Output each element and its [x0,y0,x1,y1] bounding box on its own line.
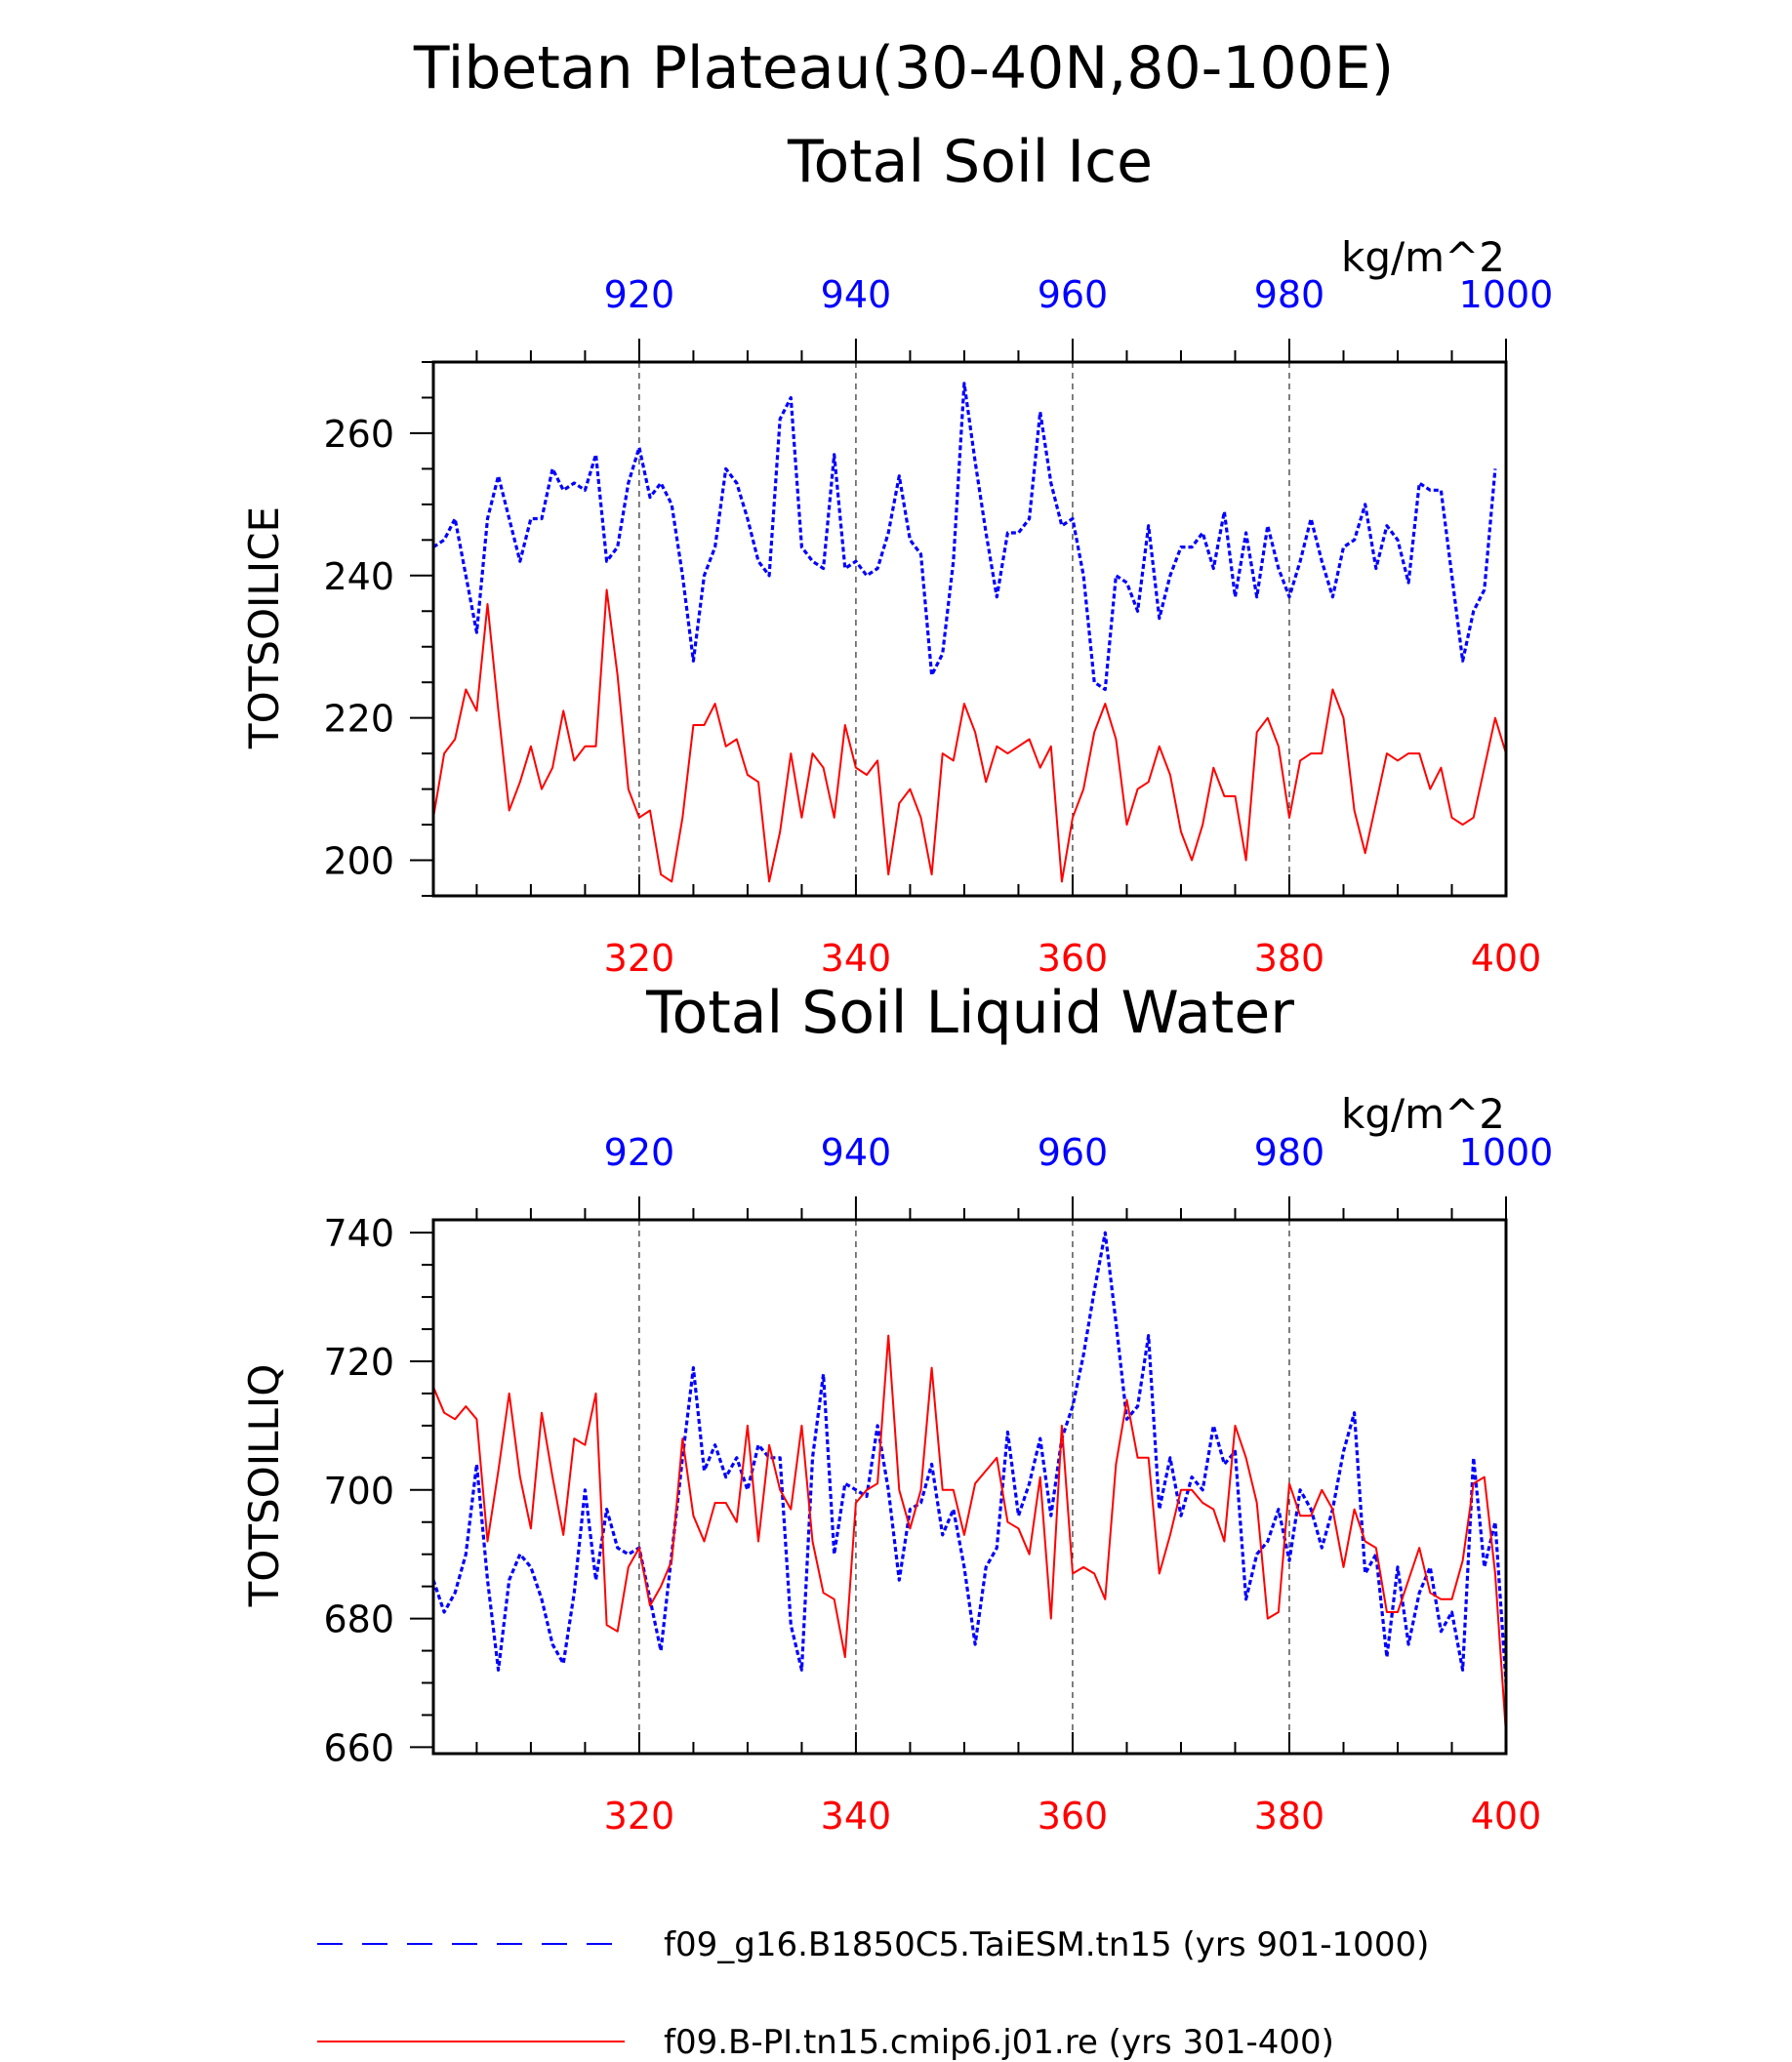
x-bottom-tick-label: 400 [1471,1795,1542,1838]
x-bottom-tick-labels: 320 340 360 380 400 [604,1795,1542,1838]
y-tick-label: 740 [323,1212,394,1255]
x-bottom-tick-label: 340 [821,1795,892,1838]
axis-ticks [410,339,1507,897]
series-line-red [432,1334,1507,1735]
y-tick-label: 240 [323,555,394,598]
x-gridlines [638,1220,1290,1754]
series-line-blue [432,382,1497,692]
y-axis-label: TOTSOILLIQ [240,1364,288,1608]
legend-label-blue: f09_g16.B1850C5.TaiESM.tn15 (yrs 901-100… [664,1925,1429,1964]
series-lines [431,1231,1508,1735]
y-tick-label: 260 [323,413,394,456]
y-tick-labels: 200 220 240 260 [323,413,394,883]
panel-title: Total Soil Liquid Water [645,979,1294,1047]
x-top-tick-label: 920 [604,273,675,316]
axis-ticks [410,1196,1507,1754]
y-tick-label: 200 [323,840,394,883]
x-bottom-tick-label: 380 [1254,937,1325,980]
panel-total-soil-liquid-water: Total Soil Liquid Water kg/m^2 TOTSOILLI… [240,979,1553,1838]
y-tick-label: 660 [323,1726,394,1769]
main-title: Tibetan Plateau(30-40N,80-100E) [413,34,1394,102]
series-lines [432,382,1507,883]
x-bottom-tick-label: 360 [1038,1795,1109,1838]
x-top-tick-labels: 920 940 960 980 1000 [604,273,1554,316]
x-bottom-tick-labels: 320 340 360 380 400 [604,937,1542,980]
x-bottom-tick-label: 380 [1254,1795,1325,1838]
plot-frame [431,1218,1508,1756]
y-tick-label: 680 [323,1598,394,1641]
panel-total-soil-ice: Total Soil Ice kg/m^2 TOTSOILICE 2002202… [240,128,1553,980]
x-bottom-tick-label: 360 [1038,937,1109,980]
panel-title: Total Soil Ice [787,128,1153,196]
x-top-tick-label: 1000 [1459,273,1554,316]
units-label: kg/m^2 [1341,1090,1505,1138]
plot-frame [431,360,1508,898]
x-top-tick-label: 980 [1254,1131,1325,1174]
x-bottom-tick-label: 340 [821,937,892,980]
x-top-tick-labels: 920 940 960 980 1000 [604,1131,1554,1174]
series-line-red [432,588,1507,883]
y-axis-label: TOTSOILICE [240,506,288,749]
x-top-tick-label: 920 [604,1131,675,1174]
legend-label-red: f09.B-PI.tn15.cmip6.j01.re (yrs 301-400) [664,2023,1334,2062]
x-bottom-tick-label: 320 [604,937,675,980]
x-top-tick-label: 940 [821,273,892,316]
y-tick-label: 700 [323,1470,394,1513]
legend: f09_g16.B1850C5.TaiESM.tn15 (yrs 901-100… [317,1925,1429,2062]
y-tick-label: 220 [323,698,394,741]
x-bottom-tick-label: 400 [1471,937,1542,980]
series-line-blue [431,1231,1508,1683]
x-gridlines [638,362,1290,896]
units-label: kg/m^2 [1341,233,1505,281]
x-top-tick-label: 960 [1038,273,1109,316]
x-top-tick-label: 980 [1254,273,1325,316]
x-top-tick-label: 1000 [1459,1131,1554,1174]
x-bottom-tick-label: 320 [604,1795,675,1838]
y-tick-labels: 660 680 700 720 740 [323,1212,394,1769]
y-tick-label: 720 [323,1341,394,1384]
x-top-tick-label: 940 [821,1131,892,1174]
x-top-tick-label: 960 [1038,1131,1109,1174]
